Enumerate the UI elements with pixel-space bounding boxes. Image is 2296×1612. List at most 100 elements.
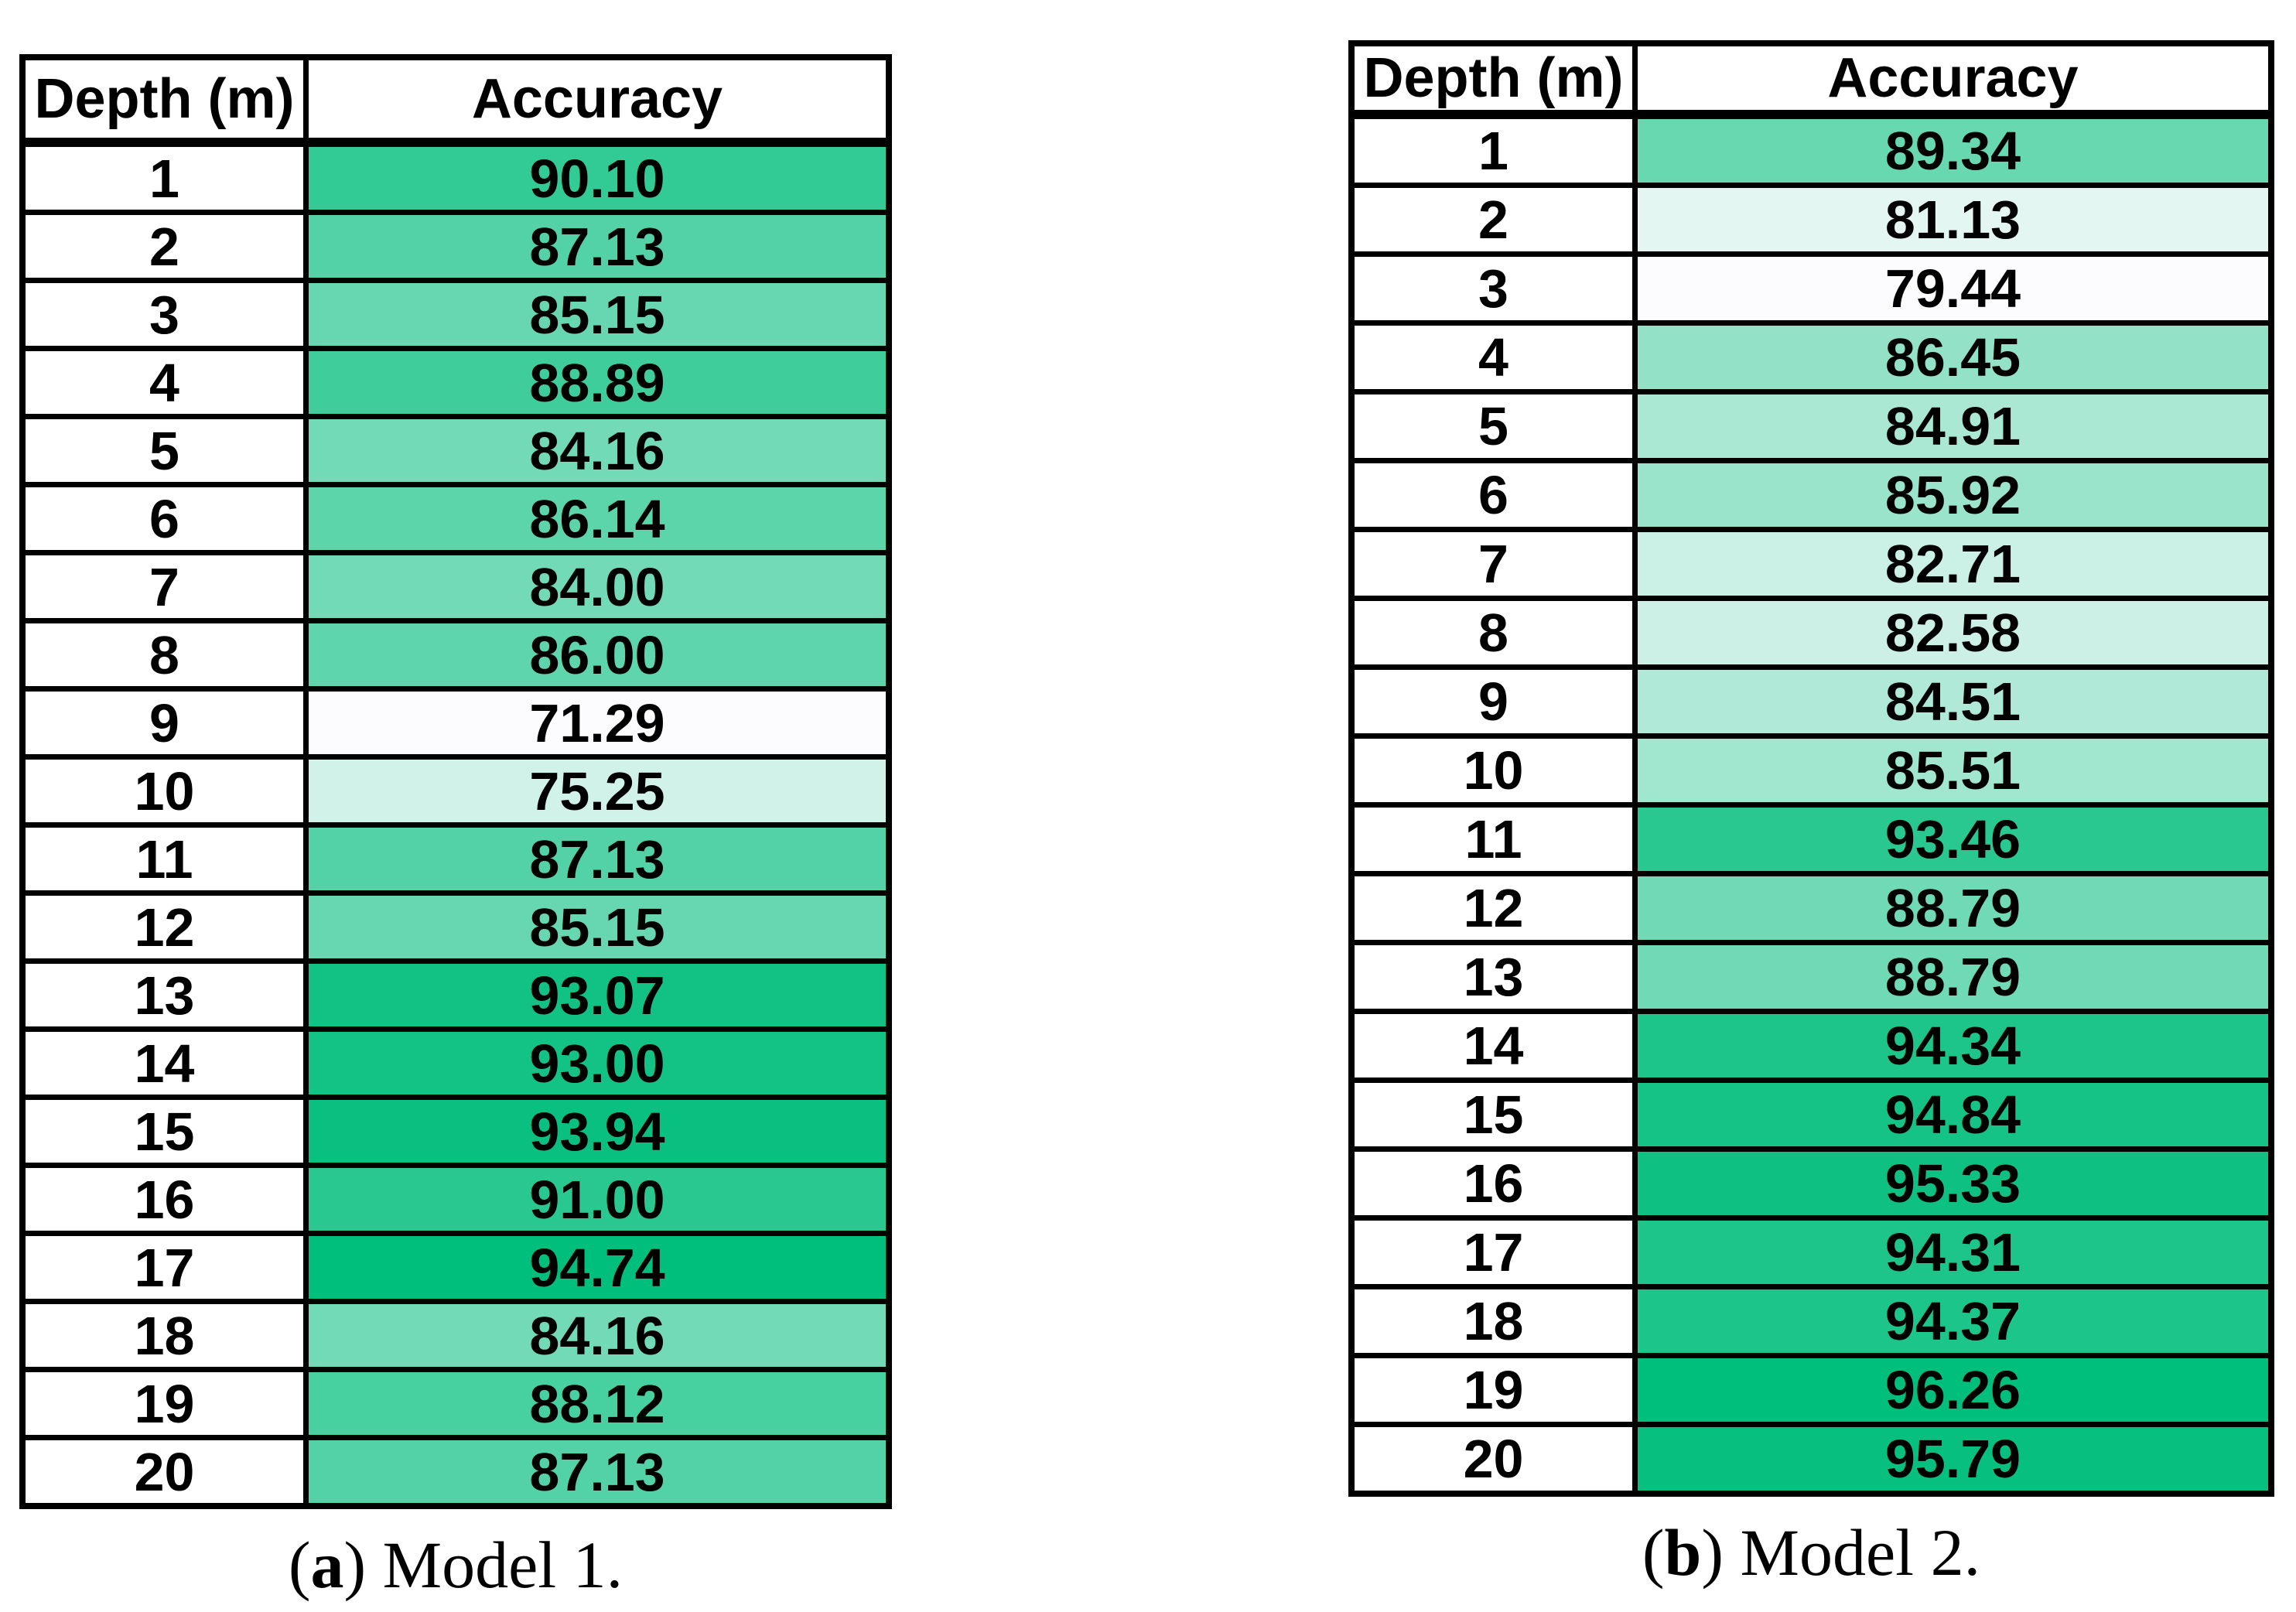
accuracy-cell: 75.25	[309, 760, 886, 822]
table-row: 7 82.71	[1355, 532, 2268, 596]
depth-cell: 12	[1355, 876, 1632, 940]
accuracy-cell: 88.12	[309, 1372, 886, 1435]
accuracy-cell: 84.91	[1638, 394, 2268, 458]
accuracy-cell: 93.94	[309, 1100, 886, 1163]
table-row: 18 84.16	[26, 1304, 886, 1367]
table-row: 3 79.44	[1355, 257, 2268, 320]
depth-cell: 17	[26, 1236, 303, 1299]
depth-cell: 9	[1355, 670, 1632, 733]
table-row: 8 82.58	[1355, 601, 2268, 664]
table-row: 10 85.51	[1355, 739, 2268, 802]
table-row: 1 89.34	[1355, 119, 2268, 183]
table-row: 8 86.00	[26, 623, 886, 686]
accuracy-cell: 79.44	[1638, 257, 2268, 320]
accuracy-cell: 95.79	[1638, 1427, 2268, 1491]
depth-cell: 3	[26, 283, 303, 346]
table-row: 20 95.79	[1355, 1427, 2268, 1491]
depth-cell: 20	[1355, 1427, 1632, 1491]
accuracy-cell: 95.33	[1638, 1152, 2268, 1215]
depth-cell: 4	[26, 351, 303, 414]
table-row: 1 90.10	[26, 147, 886, 210]
accuracy-cell: 87.13	[309, 215, 886, 278]
accuracy-cell: 85.15	[309, 283, 886, 346]
depth-cell: 16	[1355, 1152, 1632, 1215]
table-row: 9 71.29	[26, 692, 886, 754]
depth-cell: 14	[1355, 1014, 1632, 1078]
depth-cell: 14	[26, 1032, 303, 1095]
table-row: 15 93.94	[26, 1100, 886, 1163]
caption-paren-close: )	[1701, 1515, 1741, 1590]
depth-cell: 17	[1355, 1221, 1632, 1284]
table-row: 17 94.74	[26, 1236, 886, 1299]
depth-cell: 7	[1355, 532, 1632, 596]
accuracy-cell: 84.51	[1638, 670, 2268, 733]
table-row: 6 86.14	[26, 487, 886, 550]
model2-caption: (b) Model 2.	[1348, 1514, 2274, 1591]
accuracy-cell: 82.71	[1638, 532, 2268, 596]
accuracy-cell: 86.00	[309, 623, 886, 686]
accuracy-cell: 94.74	[309, 1236, 886, 1299]
table-row: 4 88.89	[26, 351, 886, 414]
accuracy-cell: 84.16	[309, 1304, 886, 1367]
table-row: 5 84.91	[1355, 394, 2268, 458]
accuracy-cell: 94.37	[1638, 1289, 2268, 1353]
table-row: 7 84.00	[26, 555, 886, 618]
depth-cell: 19	[26, 1372, 303, 1435]
model2-header-row: Depth (m) Accuracy	[1355, 46, 2268, 110]
caption-letter-b: b	[1664, 1515, 1702, 1590]
depth-cell: 18	[1355, 1289, 1632, 1353]
depth-cell: 3	[1355, 257, 1632, 320]
model2-table: Depth (m) Accuracy 1 89.34 2 81.13 3 79.44 4 86…	[1348, 40, 2274, 1497]
accuracy-cell: 88.89	[309, 351, 886, 414]
depth-cell: 10	[26, 760, 303, 822]
table-row: 15 94.84	[1355, 1083, 2268, 1146]
depth-cell: 11	[26, 828, 303, 890]
depth-cell: 12	[26, 896, 303, 958]
depth-cell: 9	[26, 692, 303, 754]
accuracy-cell: 88.79	[1638, 945, 2268, 1009]
table-row: 12 88.79	[1355, 876, 2268, 940]
table-row: 5 84.16	[26, 419, 886, 482]
accuracy-cell: 93.07	[309, 964, 886, 1026]
depth-cell: 5	[26, 419, 303, 482]
depth-cell: 18	[26, 1304, 303, 1367]
accuracy-cell: 85.51	[1638, 739, 2268, 802]
accuracy-cell: 81.13	[1638, 188, 2268, 251]
table-row: 10 75.25	[26, 760, 886, 822]
table-row: 13 88.79	[1355, 945, 2268, 1009]
accuracy-cell: 91.00	[309, 1168, 886, 1231]
model1-caption: (a) Model 1.	[19, 1526, 892, 1603]
accuracy-cell: 94.31	[1638, 1221, 2268, 1284]
depth-cell: 6	[1355, 463, 1632, 527]
accuracy-cell: 96.26	[1638, 1358, 2268, 1422]
accuracy-cell: 86.14	[309, 487, 886, 550]
depth-cell: 5	[1355, 394, 1632, 458]
accuracy-cell: 87.13	[309, 1440, 886, 1503]
depth-cell: 2	[26, 215, 303, 278]
model2-panel: Depth (m) Accuracy 1 89.34 2 81.13 3 79.44 4 86…	[1348, 40, 2274, 1591]
depth-cell: 13	[1355, 945, 1632, 1009]
accuracy-cell: 93.00	[309, 1032, 886, 1095]
table-row: 19 88.12	[26, 1372, 886, 1435]
table-row: 11 93.46	[1355, 808, 2268, 871]
accuracy-cell: 88.79	[1638, 876, 2268, 940]
depth-cell: 19	[1355, 1358, 1632, 1422]
accuracy-cell: 90.10	[309, 147, 886, 210]
depth-cell: 7	[26, 555, 303, 618]
depth-column-header: Depth (m)	[26, 60, 303, 138]
depth-cell: 8	[1355, 601, 1632, 664]
accuracy-cell: 84.00	[309, 555, 886, 618]
depth-cell: 20	[26, 1440, 303, 1503]
accuracy-cell: 71.29	[309, 692, 886, 754]
depth-cell: 15	[1355, 1083, 1632, 1146]
depth-cell: 1	[26, 147, 303, 210]
table-row: 9 84.51	[1355, 670, 2268, 733]
depth-cell: 8	[26, 623, 303, 686]
table-row: 14 93.00	[26, 1032, 886, 1095]
accuracy-cell: 82.58	[1638, 601, 2268, 664]
accuracy-cell: 87.13	[309, 828, 886, 890]
caption-paren-close: )	[343, 1528, 383, 1602]
table-row: 3 85.15	[26, 283, 886, 346]
accuracy-cell: 86.45	[1638, 326, 2268, 389]
